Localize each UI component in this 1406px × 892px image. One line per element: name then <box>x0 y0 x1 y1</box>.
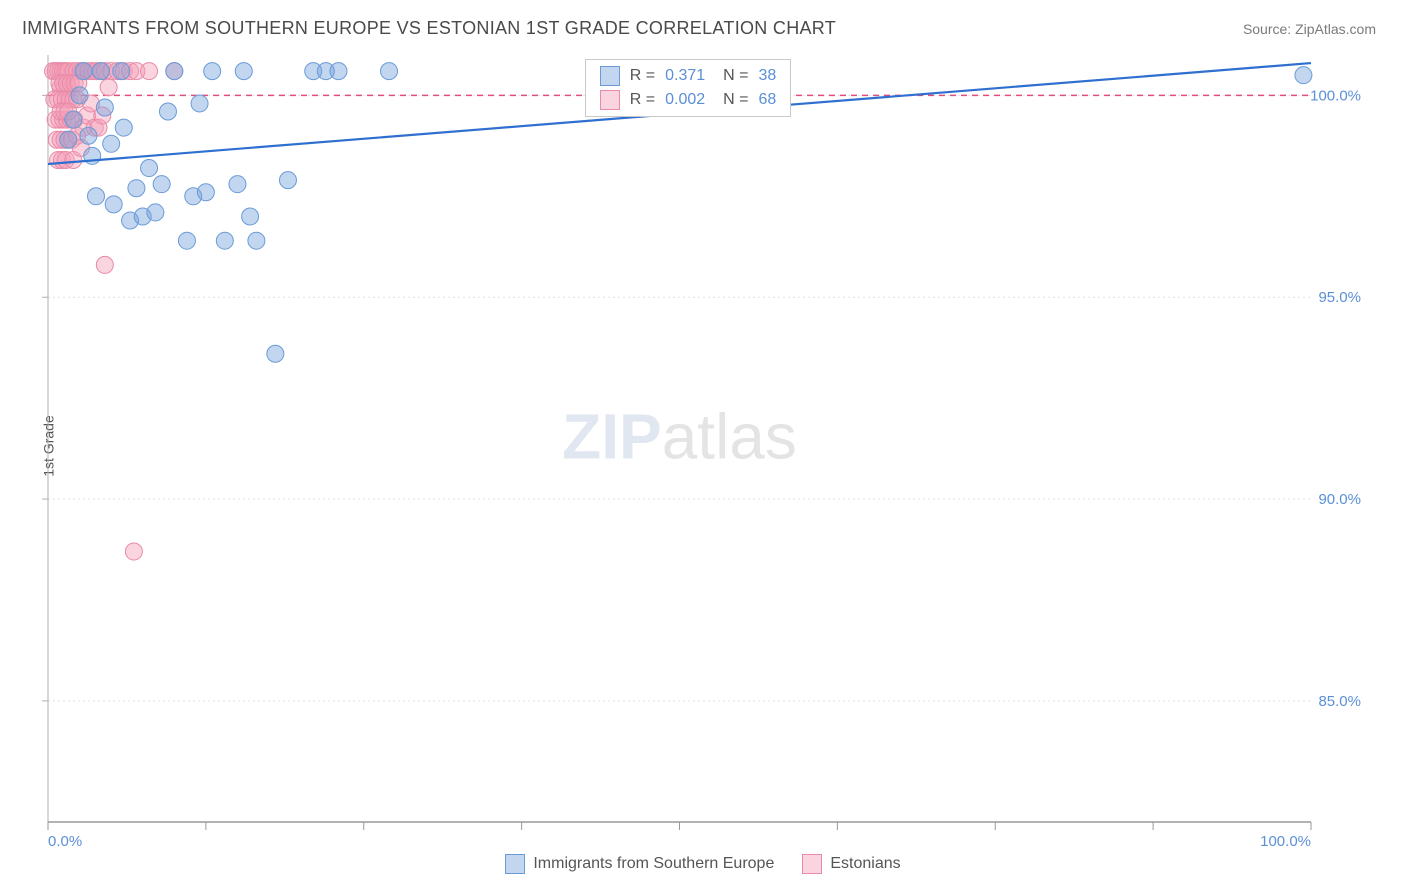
correlation-row-blue: R = 0.371 N = 38 <box>586 64 790 88</box>
svg-text:100.0%: 100.0% <box>1310 87 1361 104</box>
r-value-blue: 0.371 <box>665 67 713 85</box>
swatch-pink <box>600 90 620 110</box>
x-tick-min: 0.0% <box>48 833 82 850</box>
source-attribution: Source: ZipAtlas.com <box>1243 21 1376 37</box>
legend-item-blue: Immigrants from Southern Europe <box>505 854 774 874</box>
legend-item-pink: Estonians <box>802 854 900 874</box>
svg-text:90.0%: 90.0% <box>1318 491 1361 508</box>
svg-text:85.0%: 85.0% <box>1318 693 1361 710</box>
x-tick-max: 100.0% <box>1260 833 1311 850</box>
x-axis-labels: 0.0% 100.0% <box>48 833 1311 850</box>
legend-label-pink: Estonians <box>830 855 900 873</box>
scatter-chart: 85.0%90.0%95.0%100.0%ZIPatlas <box>48 55 1311 822</box>
correlation-row-pink: R = 0.002 N = 68 <box>586 88 790 112</box>
n-label: N = <box>723 67 748 85</box>
legend-label-blue: Immigrants from Southern Europe <box>533 855 774 873</box>
legend-swatch-blue <box>505 854 525 874</box>
n-value-blue: 38 <box>758 67 776 85</box>
r-value-pink: 0.002 <box>665 91 713 109</box>
n-value-pink: 68 <box>758 91 776 109</box>
r-label: R = <box>630 91 655 109</box>
svg-text:95.0%: 95.0% <box>1318 289 1361 306</box>
svg-text:ZIPatlas: ZIPatlas <box>562 401 797 473</box>
legend-swatch-pink <box>802 854 822 874</box>
n-label: N = <box>723 91 748 109</box>
chart-title: IMMIGRANTS FROM SOUTHERN EUROPE VS ESTON… <box>22 18 836 39</box>
swatch-blue <box>600 66 620 86</box>
r-label: R = <box>630 67 655 85</box>
footer-legend: Immigrants from Southern Europe Estonian… <box>0 854 1406 874</box>
correlation-legend: R = 0.371 N = 38 R = 0.002 N = 68 <box>585 59 791 117</box>
